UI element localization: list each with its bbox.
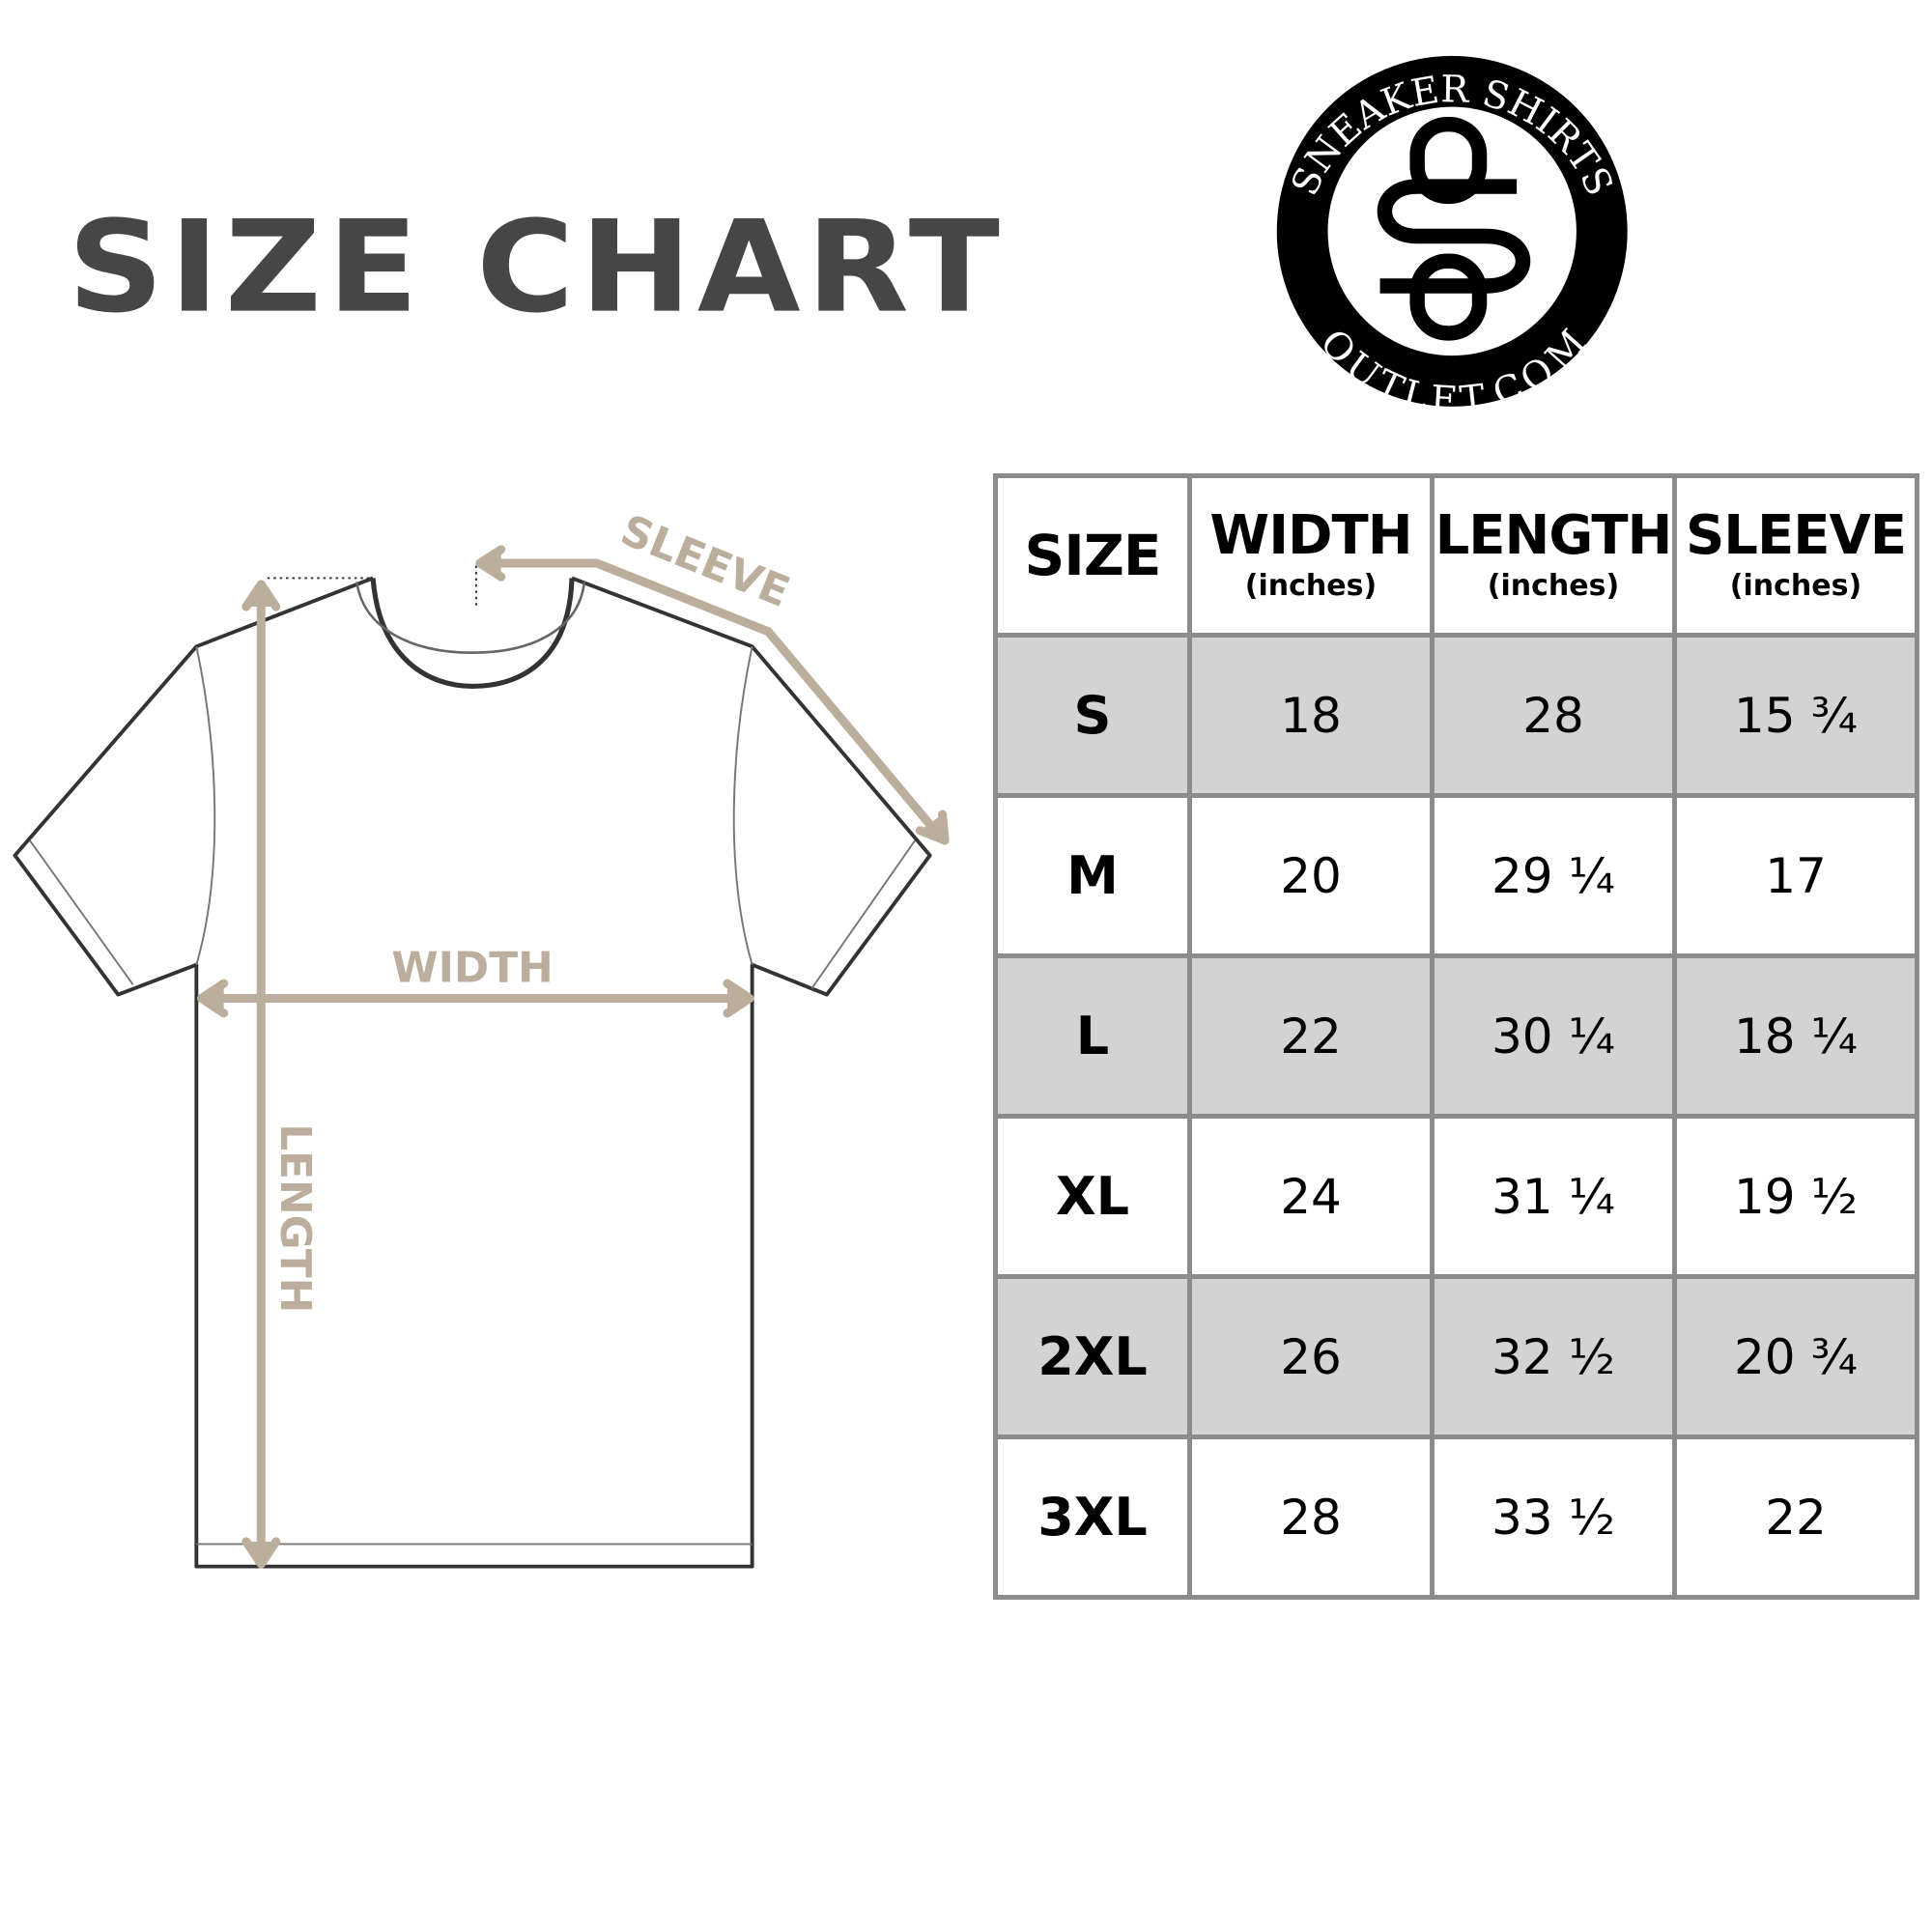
sleeve-cell: 20 ¾ bbox=[1672, 1274, 1919, 1439]
length-arrow bbox=[242, 580, 281, 1569]
width-cell: 20 bbox=[1187, 793, 1435, 958]
size-cell: L bbox=[993, 953, 1192, 1119]
length-label: LENGTH bbox=[270, 1123, 320, 1313]
table-row: 2XL 26 32 ½ 20 ¾ bbox=[993, 1274, 1919, 1439]
width-cell: 18 bbox=[1187, 633, 1435, 798]
length-cell: 28 bbox=[1430, 633, 1677, 798]
width-arrow bbox=[196, 979, 754, 1018]
length-cell: 29 ¼ bbox=[1430, 793, 1677, 958]
header-length: LENGTH (inches) bbox=[1430, 473, 1677, 638]
sleeve-cell: 19 ½ bbox=[1672, 1114, 1919, 1279]
guide-lines bbox=[267, 565, 477, 610]
width-cell: 26 bbox=[1187, 1274, 1435, 1439]
sleeve-cell: 15 ¾ bbox=[1672, 633, 1919, 798]
length-cell: 30 ¼ bbox=[1430, 953, 1677, 1119]
size-cell: 2XL bbox=[993, 1274, 1192, 1439]
size-cell: S bbox=[993, 633, 1192, 798]
tshirt-outline bbox=[13, 576, 932, 1569]
table-header-row: SIZE WIDTH (inches) LENGTH (inches) SLEEVE… bbox=[993, 473, 1919, 638]
sleeve-arrow bbox=[475, 545, 950, 845]
length-cell: 32 ½ bbox=[1430, 1274, 1677, 1439]
header-width: WIDTH (inches) bbox=[1187, 473, 1435, 638]
length-cell: 31 ¼ bbox=[1430, 1114, 1677, 1279]
table-row: S 18 28 15 ¾ bbox=[993, 633, 1919, 798]
page-title: SIZE CHART bbox=[68, 193, 1006, 341]
table-row: M 20 29 ¼ 17 bbox=[993, 793, 1919, 958]
size-cell: XL bbox=[993, 1114, 1192, 1279]
size-table: SIZE WIDTH (inches) LENGTH (inches) SLEEVE… bbox=[993, 473, 1919, 1600]
table-row: L 22 30 ¼ 18 ¼ bbox=[993, 953, 1919, 1119]
width-cell: 28 bbox=[1187, 1435, 1435, 1600]
width-cell: 24 bbox=[1187, 1114, 1435, 1279]
table-row: XL 24 31 ¼ 19 ½ bbox=[993, 1114, 1919, 1279]
size-cell: M bbox=[993, 793, 1192, 958]
size-cell: 3XL bbox=[993, 1435, 1192, 1600]
width-cell: 22 bbox=[1187, 953, 1435, 1119]
table-row: 3XL 28 33 ½ 22 bbox=[993, 1435, 1919, 1600]
header-sleeve: SLEEVE (inches) bbox=[1672, 473, 1919, 638]
header-size: SIZE bbox=[993, 473, 1192, 638]
sleeve-cell: 17 bbox=[1672, 793, 1919, 958]
length-cell: 33 ½ bbox=[1430, 1435, 1677, 1600]
sleeve-cell: 18 ¼ bbox=[1672, 953, 1919, 1119]
brand-logo: SNEAKER SHIRTS OUTLET.COM bbox=[1276, 55, 1628, 423]
width-label: WIDTH bbox=[391, 944, 553, 993]
sleeve-label: SLEEVE bbox=[614, 505, 797, 617]
sleeve-cell: 22 bbox=[1672, 1435, 1919, 1600]
